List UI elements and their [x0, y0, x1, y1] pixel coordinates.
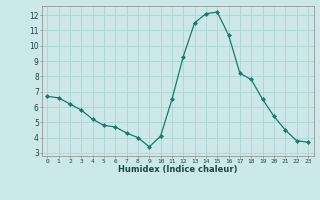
- X-axis label: Humidex (Indice chaleur): Humidex (Indice chaleur): [118, 165, 237, 174]
